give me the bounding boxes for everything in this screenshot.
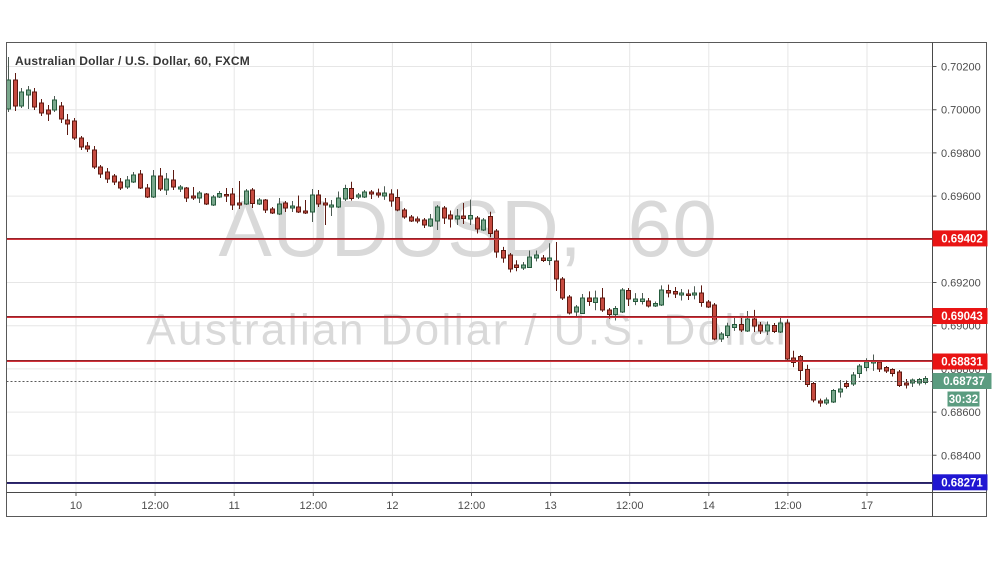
svg-text:12:00: 12:00 [141,500,169,512]
svg-text:12:00: 12:00 [616,500,644,512]
svg-text:17: 17 [861,500,873,512]
svg-text:0.70000: 0.70000 [941,105,981,117]
svg-text:0.69043: 0.69043 [941,311,983,323]
svg-text:0.68400: 0.68400 [941,450,981,462]
svg-text:12:00: 12:00 [458,500,486,512]
svg-text:0.68831: 0.68831 [941,357,983,369]
svg-text:0.69402: 0.69402 [941,233,983,245]
svg-text:30:32: 30:32 [949,394,978,406]
svg-text:Australian Dollar / U.S. Dolla: Australian Dollar / U.S. Dollar [146,306,793,355]
svg-text:13: 13 [544,500,556,512]
svg-text:0.70200: 0.70200 [941,62,981,74]
svg-text:0.68737: 0.68737 [943,376,985,388]
svg-text:0.68600: 0.68600 [941,407,981,419]
svg-text:12: 12 [386,500,398,512]
svg-text:0.68271: 0.68271 [941,477,983,489]
svg-text:0.69800: 0.69800 [941,148,981,160]
svg-text:0.69600: 0.69600 [941,191,981,203]
svg-text:12:00: 12:00 [300,500,328,512]
svg-text:10: 10 [70,500,82,512]
svg-text:Australian Dollar / U.S. Dolla: Australian Dollar / U.S. Dollar, 60, FXC… [15,54,250,68]
svg-text:14: 14 [703,500,715,512]
svg-text:0.69200: 0.69200 [941,278,981,290]
svg-text:12:00: 12:00 [774,500,802,512]
svg-text:11: 11 [228,500,239,512]
svg-text:AUDUSD, 60: AUDUSD, 60 [219,184,718,273]
